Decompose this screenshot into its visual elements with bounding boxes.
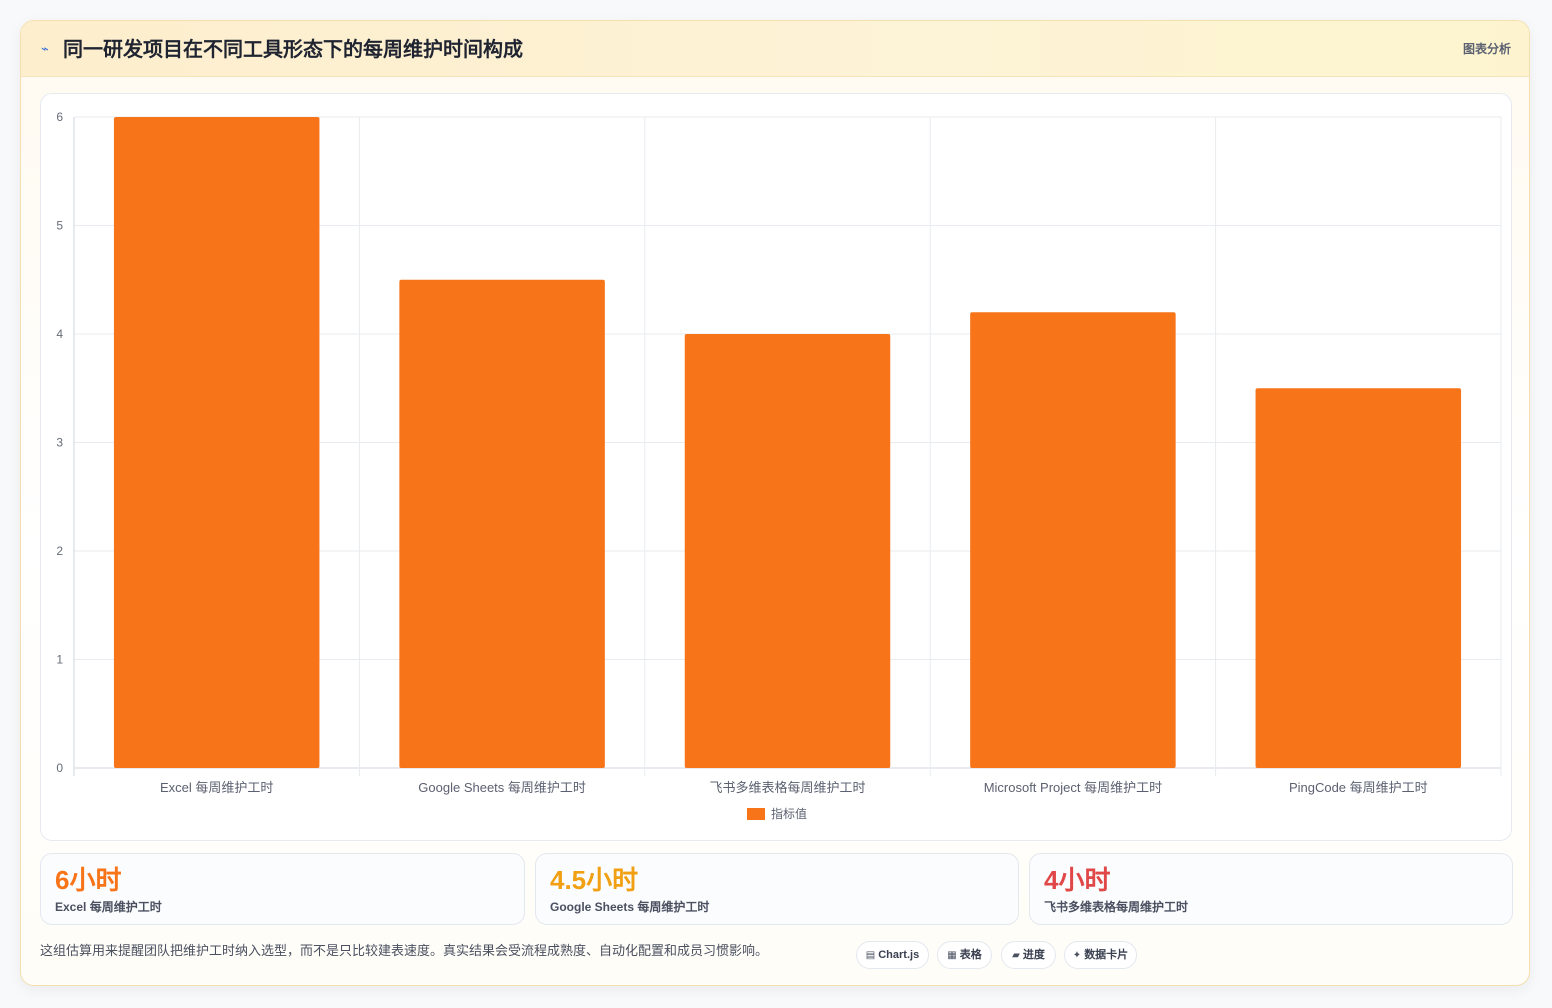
stat-card-google-sheets: 4.5小时 Google Sheets 每周维护工时: [535, 853, 1019, 925]
bar: [113, 117, 320, 768]
stat-value: 6小时: [55, 865, 122, 895]
stat-card-feishu: 4小时 飞书多维表格每周维护工时: [1029, 853, 1513, 925]
chip-data-cards[interactable]: ✦ 数据卡片: [1064, 941, 1137, 969]
chip-progress[interactable]: ▰ 进度: [1001, 941, 1056, 969]
chart-card: ⌁ 同一研发项目在不同工具形态下的每周维护时间构成 图表分析 0 1 2 3 4 5 6 Ex…: [20, 20, 1530, 986]
card-header: ⌁ 同一研发项目在不同工具形态下的每周维护时间构成 图表分析: [21, 21, 1529, 77]
y-tick-label: 5: [56, 219, 63, 233]
legend-swatch: [747, 808, 765, 820]
x-tick-label: Microsoft Project 每周维护工时: [984, 780, 1162, 795]
chart-panel: 0 1 2 3 4 5 6 Excel 每周维护工时 Google Sheets 每周维护工时 飞…: [40, 93, 1512, 841]
footnote: 这组估算用来提醒团队把维护工时纳入选型，而不是只比较建表速度。真实结果会受流程成…: [40, 943, 769, 958]
chip-table[interactable]: ▦ 表格: [937, 941, 992, 969]
stat-label: Google Sheets 每周维护工时: [550, 900, 710, 914]
bar: [399, 279, 605, 768]
chip-label: 数据卡片: [1084, 949, 1129, 961]
bar: [970, 312, 1176, 768]
y-tick-label: 0: [56, 761, 63, 775]
bar: [684, 334, 891, 768]
bar-chart: 0 1 2 3 4 5 6 Excel 每周维护工时 Google Sheets 每周维护工时 飞…: [56, 110, 1502, 821]
x-tick-label: PingCode 每周维护工时: [1289, 780, 1428, 795]
y-tick-label: 6: [56, 110, 63, 124]
chart-analysis-tag: 图表分析: [1462, 42, 1511, 56]
y-tick-label: 2: [56, 544, 63, 558]
bar: [1255, 388, 1462, 768]
chart-line-icon: ⌁: [41, 41, 49, 56]
x-tick-label: Google Sheets 每周维护工时: [418, 780, 586, 795]
grid-icon: ▦: [947, 950, 957, 961]
y-tick-label: 1: [56, 653, 63, 667]
stat-card-excel: 6小时 Excel 每周维护工时: [40, 853, 525, 925]
x-tick-label: 飞书多维表格每周维护工时: [709, 780, 865, 795]
sparkle-icon: ✦: [1072, 950, 1082, 961]
chip-label: 表格: [959, 949, 982, 961]
y-tick-label: 4: [56, 327, 63, 341]
legend-label: 指标值: [771, 806, 807, 821]
table-icon: ▤: [865, 950, 876, 961]
progress-icon: ▰: [1012, 950, 1020, 961]
stat-value: 4小时: [1044, 865, 1111, 895]
x-tick-label: Excel 每周维护工时: [160, 780, 273, 795]
chip-label: Chart.js: [878, 949, 920, 961]
chip-chartjs[interactable]: ▤ Chart.js: [856, 941, 929, 969]
page-title: 同一研发项目在不同工具形态下的每周维护时间构成: [63, 39, 523, 61]
y-tick-label: 3: [56, 436, 63, 450]
chip-label: 进度: [1022, 949, 1045, 961]
stat-label: 飞书多维表格每周维护工时: [1044, 900, 1189, 914]
stat-label: Excel 每周维护工时: [55, 900, 162, 914]
stat-value: 4.5小时: [550, 865, 639, 895]
